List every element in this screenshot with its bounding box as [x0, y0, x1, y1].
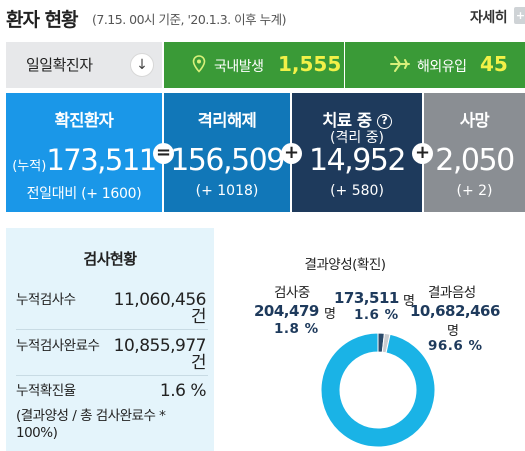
- test-status-panel: 검사현황 누적검사수 11,060,456 건 누적검사완료수 10,855,9…: [6, 228, 214, 451]
- domestic-value: 1,555: [278, 52, 342, 76]
- test-result-chart: 결과양성(확진) 검사중 결과음성 173,511 명 1.6 % 204,47…: [216, 228, 525, 451]
- total-tests-value: 11,060,456: [113, 290, 207, 310]
- plus-icon[interactable]: +: [514, 7, 525, 24]
- divider: [16, 375, 208, 376]
- treating-box: 치료 중 ? (격리 중) 14,952 (+ 580): [292, 93, 422, 212]
- released-change: (+ 1018): [195, 183, 259, 199]
- details-link[interactable]: 자세히: [470, 10, 508, 26]
- positive-label: 결과양성(확진): [304, 257, 386, 273]
- confirmed-total: (누적)173,511: [6, 143, 162, 177]
- treating-label: 치료 중: [322, 111, 372, 130]
- confirmed-change: 전일대비 (+ 1600): [26, 186, 142, 202]
- positive-rate-label: 누적확진율: [16, 383, 76, 399]
- negative-value: 10,682,466: [410, 302, 500, 320]
- treating-label-row: 치료 중 ?: [292, 107, 422, 131]
- testing-unit: 명: [324, 307, 336, 322]
- completed-tests-unit: 건: [190, 353, 207, 373]
- domestic-label: 국내발생: [214, 59, 264, 75]
- divider: [16, 329, 208, 330]
- positive-rate-note: (결과양성 / 총 검사완료수 * 100%): [16, 408, 166, 441]
- deaths-change: (+ 2): [456, 183, 493, 199]
- positive-unit: 명: [403, 294, 415, 309]
- daily-confirmed-label: 일일확진자: [26, 56, 93, 74]
- overseas-value: 45: [480, 52, 508, 76]
- cumulative-prefix: (누적): [12, 159, 47, 174]
- test-status-title: 검사현황: [83, 250, 137, 268]
- page-title: 환자 현황: [6, 9, 79, 31]
- map-pin-icon: [192, 55, 206, 77]
- total-tests-unit: 건: [190, 307, 207, 327]
- treating-sublabel: (격리 중): [329, 130, 384, 146]
- domestic-cases: 국내발생 1,555: [164, 42, 344, 88]
- negative-unit: 명: [447, 324, 459, 339]
- confirmed-label: 확진환자: [54, 111, 114, 130]
- reference-date: (7.15. 00시 기준, '20.1.3. 이후 누계): [92, 12, 286, 27]
- overseas-cases: 해외유입 45: [345, 42, 525, 88]
- daily-confirmed-toggle[interactable]: 일일확진자 ↓: [6, 42, 162, 88]
- deaths-value: 2,050: [435, 143, 515, 178]
- confirmed-box: 확진환자 (누적)173,511 전일대비 (+ 1600): [6, 93, 162, 212]
- negative-slice: [320, 332, 436, 448]
- airplane-icon: [389, 55, 411, 77]
- positive-percent: 1.6 %: [354, 307, 399, 323]
- testing-value: 204,479: [254, 302, 319, 320]
- daily-confirmed-bar: 일일확진자 ↓ 국내발생 1,555 해외유입 45: [6, 42, 525, 88]
- completed-tests-label: 누적검사완료수: [16, 338, 100, 354]
- testing-percent: 1.8 %: [274, 321, 319, 337]
- total-tests-label: 누적검사수: [16, 292, 76, 308]
- testing-label: 검사중: [274, 285, 310, 301]
- released-value: 156,509: [170, 143, 285, 178]
- negative-label: 결과음성: [428, 285, 476, 301]
- released-label: 격리해제: [197, 111, 257, 130]
- plus-icon: +: [412, 143, 433, 164]
- released-box: 격리해제 156,509 (+ 1018): [164, 93, 290, 212]
- overseas-label: 해외유입: [417, 59, 467, 75]
- help-icon[interactable]: ?: [376, 114, 392, 129]
- plus-icon: +: [281, 143, 302, 164]
- positive-value: 173,511: [334, 289, 399, 307]
- deaths-label: 사망: [459, 111, 490, 130]
- treating-value: 14,952: [309, 143, 406, 178]
- equals-icon: =: [153, 143, 174, 164]
- positive-rate-value: 1.6 %: [159, 381, 207, 401]
- arrow-down-icon[interactable]: ↓: [130, 53, 154, 77]
- treating-change: (+ 580): [330, 183, 384, 199]
- header: 환자 현황 (7.15. 00시 기준, '20.1.3. 이후 누계) 자세히…: [0, 0, 525, 36]
- negative-percent: 96.6 %: [428, 338, 483, 354]
- summary-stats: 확진환자 (누적)173,511 전일대비 (+ 1600) 격리해제 156,…: [6, 93, 525, 212]
- confirmed-value: 173,511: [46, 143, 157, 177]
- completed-tests-value: 10,855,977: [113, 336, 207, 356]
- deaths-box: 사망 2,050 (+ 2): [424, 93, 525, 212]
- donut-chart: [320, 332, 436, 448]
